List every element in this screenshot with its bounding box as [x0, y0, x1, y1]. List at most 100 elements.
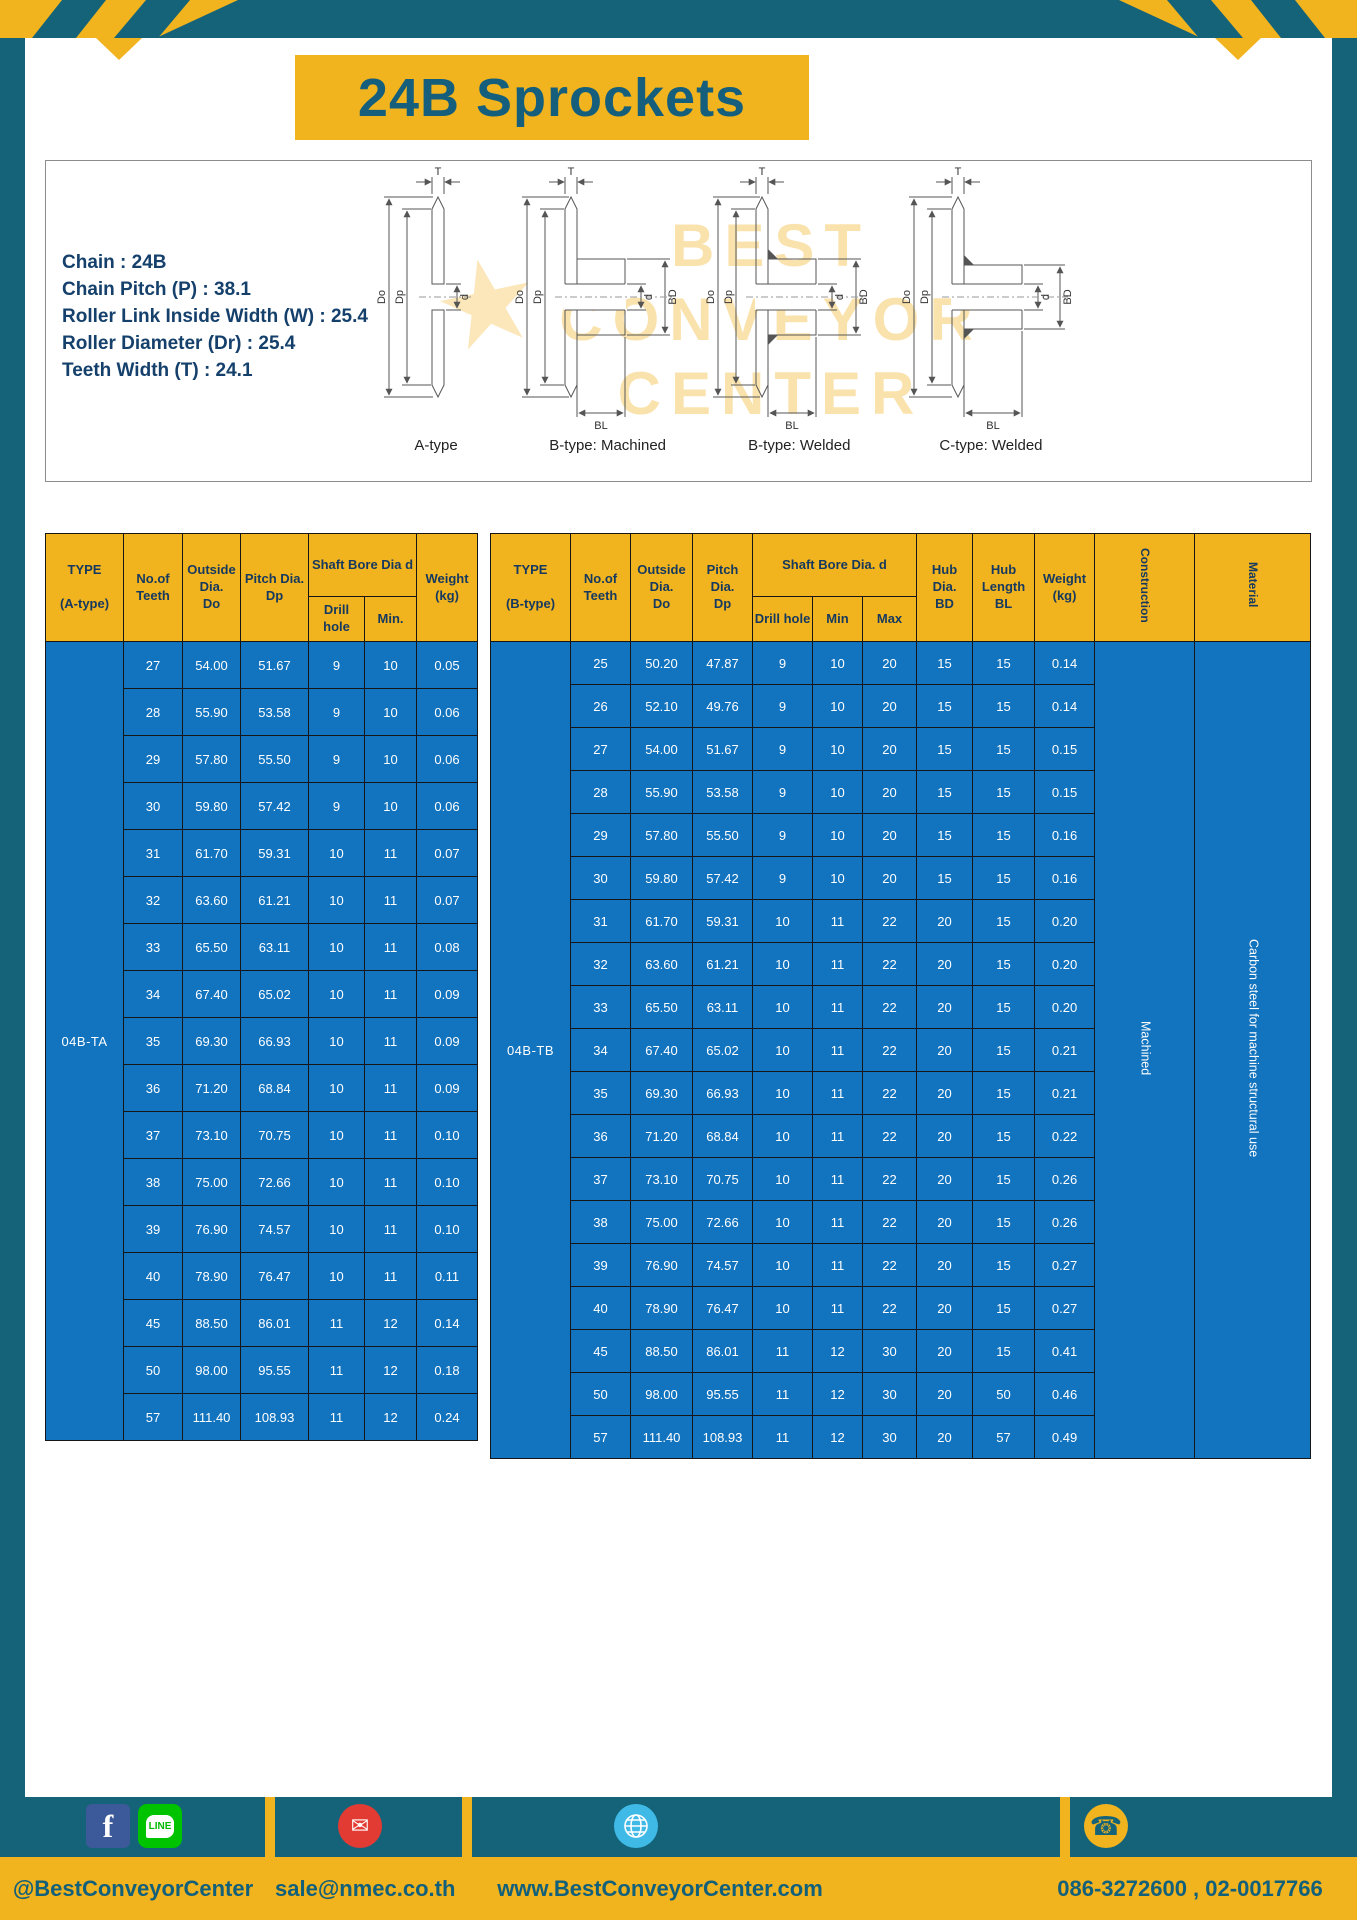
- table-cell: 0.24: [416, 1393, 478, 1441]
- table-cell: 37: [570, 1157, 631, 1201]
- table-cell: 86.01: [240, 1299, 309, 1347]
- table-cell: 20: [861, 727, 918, 771]
- table-cell: 0.21: [1034, 1028, 1096, 1072]
- table-cell: 9: [308, 688, 365, 736]
- table-cell: 20: [916, 1372, 974, 1416]
- table-cell: 37: [123, 1111, 183, 1159]
- table-cell: 20: [916, 1415, 974, 1459]
- table-cell: 0.20: [1034, 899, 1096, 943]
- table-cell: 76.90: [630, 1243, 693, 1287]
- table-cell: 11: [812, 985, 863, 1029]
- table-cell: 59.80: [182, 782, 241, 830]
- dim-label-dp: Dp: [919, 290, 931, 304]
- table-row: 40 78.90 76.47 10 11 22 20 15 0.27: [491, 1286, 1311, 1330]
- table-cell: 15: [972, 1157, 1036, 1201]
- table-cell: 10: [308, 1064, 365, 1112]
- table-cell: 10: [308, 829, 365, 877]
- table-row: 38 75.00 72.66 10 11 22 20 15 0.26: [491, 1200, 1311, 1244]
- header-construction: Construction: [1094, 533, 1196, 642]
- table-cell: 9: [308, 782, 365, 830]
- table-cell: 9: [752, 727, 813, 771]
- diagram-type-label: B-type: Welded: [748, 437, 851, 454]
- facebook-icon: f: [86, 1804, 130, 1848]
- table-cell: 15: [972, 641, 1036, 685]
- table-cell: 0.16: [1034, 813, 1096, 857]
- sprocket-table-b-type: TYPE (B-type) No.of Teeth Outside Dia. D…: [490, 533, 1312, 1459]
- dim-label-t: T: [435, 167, 442, 178]
- table-cell: 67.40: [630, 1028, 693, 1072]
- table-row: 37 73.10 70.75 10 11 22 20 15 0.26: [491, 1157, 1311, 1201]
- table-cell: 11: [812, 1071, 863, 1115]
- table-cell: 10: [752, 899, 813, 943]
- table-cell: 67.40: [182, 970, 241, 1018]
- dim-label-bd: BD: [858, 289, 870, 304]
- table-cell: 59.31: [240, 829, 309, 877]
- table-row: 35 69.30 66.93 10 11 0.09: [46, 1017, 478, 1065]
- table-cell: 11: [364, 1252, 417, 1300]
- table-cell: 75.00: [182, 1158, 241, 1206]
- table-cell: 61.21: [240, 876, 309, 924]
- table-cell: 0.49: [1034, 1415, 1096, 1459]
- line-icon: LINE: [138, 1804, 182, 1848]
- table-cell: 0.22: [1034, 1114, 1096, 1158]
- table-cell: 0.10: [416, 1158, 478, 1206]
- table-cell: 55.50: [692, 813, 753, 857]
- table-cell: 55.90: [182, 688, 241, 736]
- table-cell: 15: [972, 1114, 1036, 1158]
- table-cell: 9: [308, 641, 365, 689]
- table-cell: 0.07: [416, 829, 478, 877]
- table-cell: 10: [364, 735, 417, 783]
- header-outside-dia: Outside Dia. Do: [182, 533, 241, 642]
- table-cell: 10: [812, 684, 863, 728]
- table-cell: 47.87: [692, 641, 753, 685]
- table-row: 34 67.40 65.02 10 11 22 20 15 0.21: [491, 1028, 1311, 1072]
- table-cell: 55.90: [630, 770, 693, 814]
- table-cell: 27: [570, 727, 631, 771]
- table-cell: 10: [752, 1114, 813, 1158]
- footer-website: www.BestConveyorCenter.com: [497, 1876, 823, 1901]
- table-cell: 15: [916, 727, 974, 771]
- table-cell: 22: [861, 1243, 918, 1287]
- table-row: 33 65.50 63.11 10 11 22 20 15 0.20: [491, 985, 1311, 1029]
- table-cell: 0.14: [1034, 684, 1096, 728]
- table-cell: 76.47: [240, 1252, 309, 1300]
- table-cell: 27: [123, 641, 183, 689]
- table-cell: 10: [812, 727, 863, 771]
- table-cell: 98.00: [182, 1346, 241, 1394]
- table-cell: 11: [364, 876, 417, 924]
- table-cell: 11: [812, 1243, 863, 1287]
- table-cell: 36: [123, 1064, 183, 1112]
- header-hub-dia: Hub Dia. BD: [916, 533, 974, 642]
- table-cell: 15: [972, 1071, 1036, 1115]
- table-cell: 20: [916, 1200, 974, 1244]
- table-cell: 20: [916, 899, 974, 943]
- table-cell: 0.09: [416, 970, 478, 1018]
- table-cell: 9: [752, 813, 813, 857]
- table-cell: 11: [752, 1372, 813, 1416]
- table-row: 38 75.00 72.66 10 11 0.10: [46, 1158, 478, 1206]
- table-a-body: 04B-TA 27 54.00 51.67 9 10 0.05 28 55.90 53.58 9 10…: [45, 641, 478, 1441]
- table-cell: 63.11: [240, 923, 309, 971]
- mail-icon: ✉: [338, 1804, 382, 1848]
- table-cell: 20: [861, 641, 918, 685]
- table-cell: 0.20: [1034, 985, 1096, 1029]
- table-cell: 15: [972, 813, 1036, 857]
- dim-label-bl: BL: [594, 420, 607, 432]
- dim-label-do: Do: [514, 290, 526, 304]
- table-row: 36 71.20 68.84 10 11 22 20 15 0.22: [491, 1114, 1311, 1158]
- table-cell: 10: [812, 641, 863, 685]
- table-cell: 12: [812, 1415, 863, 1459]
- table-cell: 0.26: [1034, 1200, 1096, 1244]
- table-cell: 22: [861, 899, 918, 943]
- table-cell: 57: [123, 1393, 183, 1441]
- table-cell: 59.80: [630, 856, 693, 900]
- table-cell: 0.11: [416, 1252, 478, 1300]
- table-cell: 15: [972, 1028, 1036, 1072]
- table-cell: 22: [861, 1071, 918, 1115]
- table-cell: 11: [364, 1158, 417, 1206]
- header-hub-length: Hub Length BL: [972, 533, 1036, 642]
- figure-c-type-welded: T Do Dp d BD BL C-type: Welded: [896, 167, 1086, 454]
- table-cell: 76.90: [182, 1205, 241, 1253]
- footer-divider: [462, 1797, 472, 1857]
- table-cell: 10: [752, 1200, 813, 1244]
